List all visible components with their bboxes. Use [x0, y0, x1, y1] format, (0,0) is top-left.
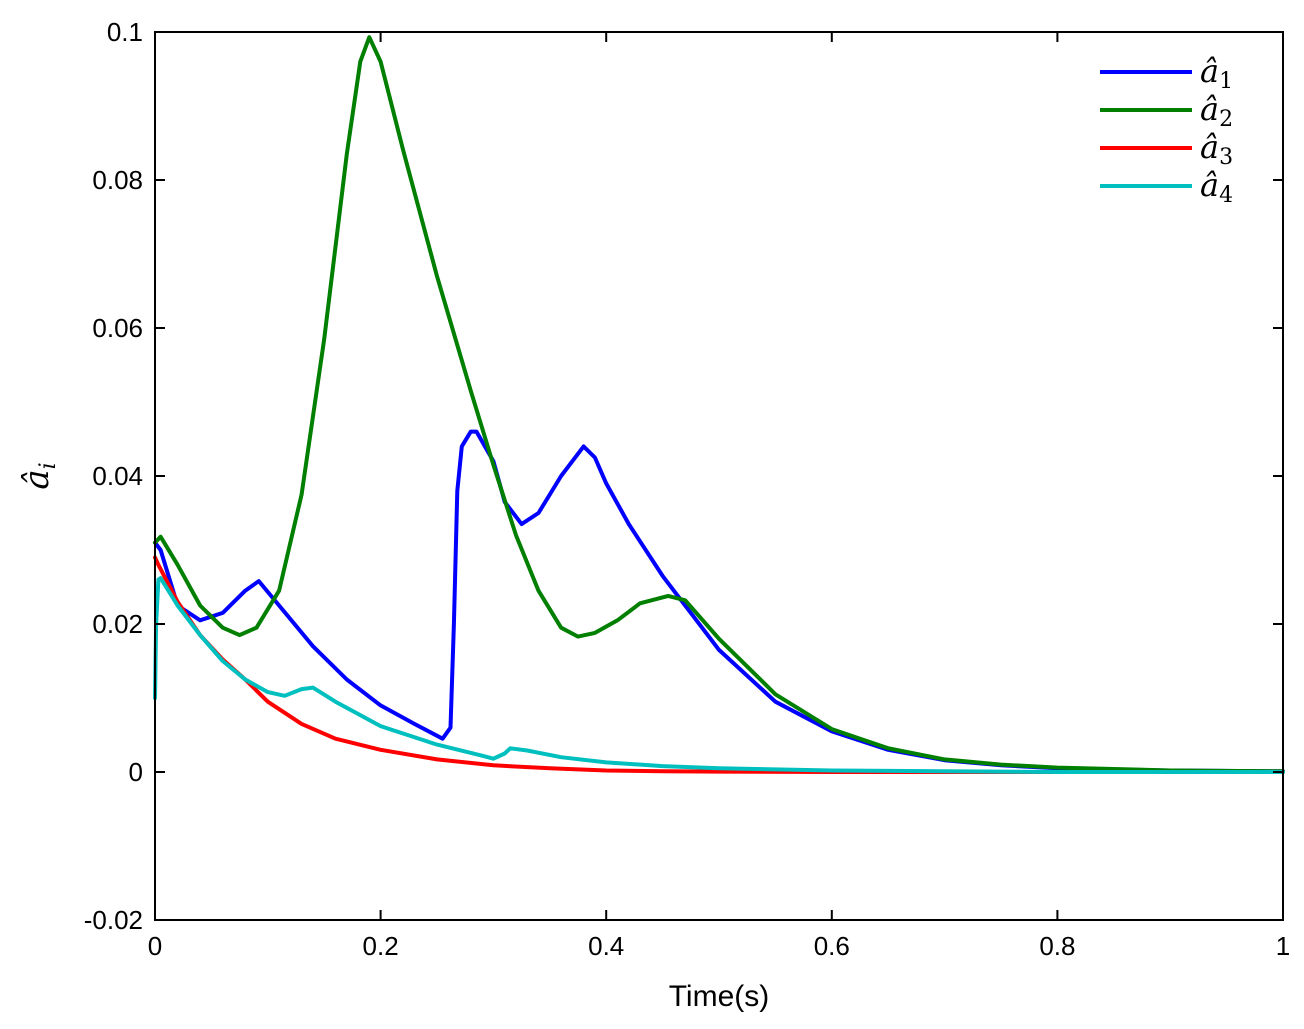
y-axis-label: âi — [17, 462, 61, 489]
plot-background — [155, 32, 1283, 920]
x-axis-label: Time(s) — [669, 980, 770, 1013]
x-tick-label: 0.2 — [363, 931, 399, 961]
y-axis-label-main: â — [17, 469, 57, 489]
series-line-4 — [153, 576, 1285, 774]
svg-text:âi: âi — [17, 462, 61, 489]
y-tick-label: -0.02 — [84, 905, 143, 935]
y-tick-label: 0.1 — [107, 17, 143, 47]
x-tick-label: 0.8 — [1039, 931, 1075, 961]
y-tick-label: 0.06 — [92, 313, 143, 343]
x-tick-label: 0.6 — [814, 931, 850, 961]
x-tick-label: 1 — [1276, 931, 1290, 961]
legend-label-4: â4 — [1200, 166, 1233, 208]
y-tick-label: 0.08 — [92, 165, 143, 195]
y-tick-label: 0 — [129, 757, 143, 787]
series-line-2 — [153, 35, 1285, 774]
legend-label-3: â3 — [1200, 128, 1233, 170]
legend-label-1: â1 — [1200, 52, 1233, 94]
x-tick-label: 0 — [148, 931, 162, 961]
y-tick-label: 0.02 — [92, 609, 143, 639]
x-tick-label: 0.4 — [588, 931, 624, 961]
y-axis-label-sub: i — [36, 462, 61, 469]
y-tick-label: 0.04 — [92, 461, 143, 491]
plot-frame — [154, 31, 1284, 921]
legend-label-2: â2 — [1200, 90, 1233, 132]
series-group — [153, 35, 1285, 774]
